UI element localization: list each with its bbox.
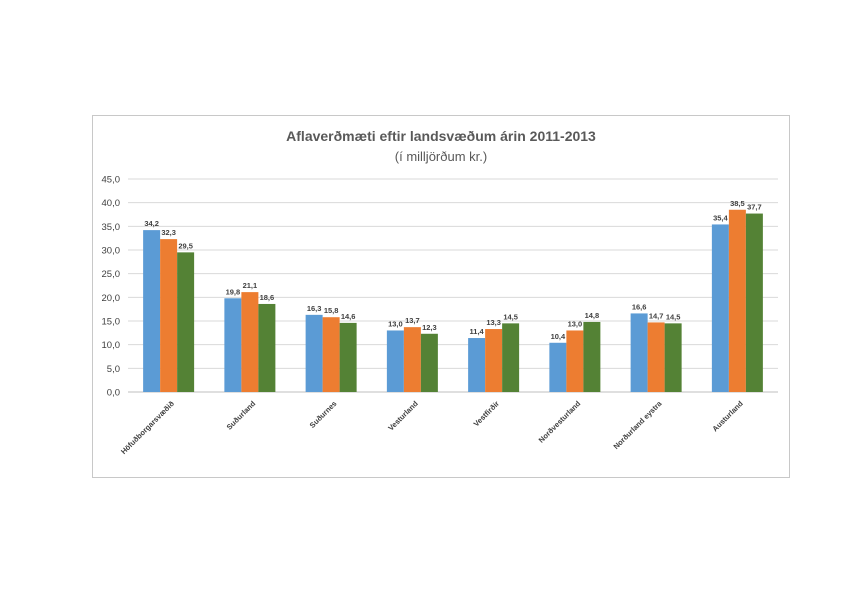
- y-tick-label: 25,0: [102, 269, 121, 280]
- y-tick-label: 5,0: [107, 364, 120, 375]
- data-label: 37,7: [747, 203, 762, 212]
- data-label: 13,0: [388, 319, 403, 328]
- data-label: 35,4: [713, 213, 728, 222]
- bar: [305, 314, 323, 392]
- data-label: 13,7: [405, 316, 420, 325]
- data-label: 14,8: [585, 311, 600, 320]
- data-label: 18,6: [260, 293, 275, 302]
- data-label: 10,4: [551, 332, 566, 341]
- bar: [549, 342, 567, 392]
- bar: [566, 330, 584, 392]
- category-label: Suðurnes: [308, 399, 339, 430]
- data-label: 21,1: [243, 281, 258, 290]
- data-label: 14,6: [341, 312, 356, 321]
- bar: [711, 224, 729, 392]
- data-label: 16,6: [632, 302, 647, 311]
- bar: [143, 230, 161, 392]
- data-label: 13,3: [486, 318, 501, 327]
- bar: [485, 329, 503, 392]
- data-label: 15,8: [324, 306, 339, 315]
- bar: [502, 323, 520, 392]
- bar: [403, 327, 421, 392]
- category-label: Vestfirðir: [472, 399, 501, 428]
- bars: [143, 209, 763, 392]
- data-label: 38,5: [730, 199, 745, 208]
- y-tick-label: 45,0: [102, 175, 121, 186]
- data-label: 14,5: [666, 312, 681, 321]
- category-label: Höfuðborgarsvæðið: [119, 399, 176, 456]
- category-label: Norðurland eystra: [611, 398, 664, 451]
- bar: [728, 209, 746, 392]
- y-tick-label: 35,0: [102, 222, 121, 233]
- bar: [258, 303, 276, 392]
- bar: [583, 321, 601, 392]
- category-label: Vesturland: [386, 399, 420, 433]
- y-tick-label: 40,0: [102, 198, 121, 209]
- chart-title: Aflaverðmæti eftir landsvæðum árin 2011-…: [286, 128, 596, 144]
- data-label: 32,3: [161, 228, 176, 237]
- bar: [339, 322, 357, 392]
- data-label: 19,8: [226, 287, 241, 296]
- y-tick-label: 30,0: [102, 246, 121, 257]
- bar: [647, 322, 665, 392]
- data-label: 14,7: [649, 311, 664, 320]
- bar: [468, 338, 486, 392]
- y-tick-label: 10,0: [102, 340, 121, 351]
- y-tick-label: 0,0: [107, 388, 120, 399]
- data-label: 34,2: [144, 219, 159, 228]
- category-label: Austurland: [710, 399, 745, 434]
- data-label: 11,4: [470, 327, 485, 336]
- category-label: Suðurland: [225, 399, 258, 432]
- bar: [160, 239, 178, 392]
- data-labels: 34,232,329,5 19,821,118,6 16,3 15,814,6 13,0…: [144, 199, 761, 341]
- y-tick-label: 20,0: [102, 293, 121, 304]
- y-tick-label: 15,0: [102, 317, 121, 328]
- data-label: 29,5: [178, 241, 193, 250]
- chart-subtitle: (í milljörðum kr.): [395, 149, 487, 164]
- bar: [420, 333, 438, 392]
- data-label: 13,0: [568, 319, 583, 328]
- data-label: 16,3: [307, 304, 322, 313]
- data-label: 12,3: [422, 323, 437, 332]
- category-label: Norðvesturland: [537, 399, 583, 445]
- bar: [664, 323, 682, 392]
- chart-frame: [92, 115, 790, 478]
- data-label: 14,5: [503, 312, 518, 321]
- bar: [322, 317, 340, 392]
- bar: [241, 292, 259, 392]
- bar: [224, 298, 242, 392]
- bar: [745, 213, 763, 392]
- bar: [630, 313, 648, 392]
- bar: [177, 252, 195, 392]
- bar: [386, 330, 404, 392]
